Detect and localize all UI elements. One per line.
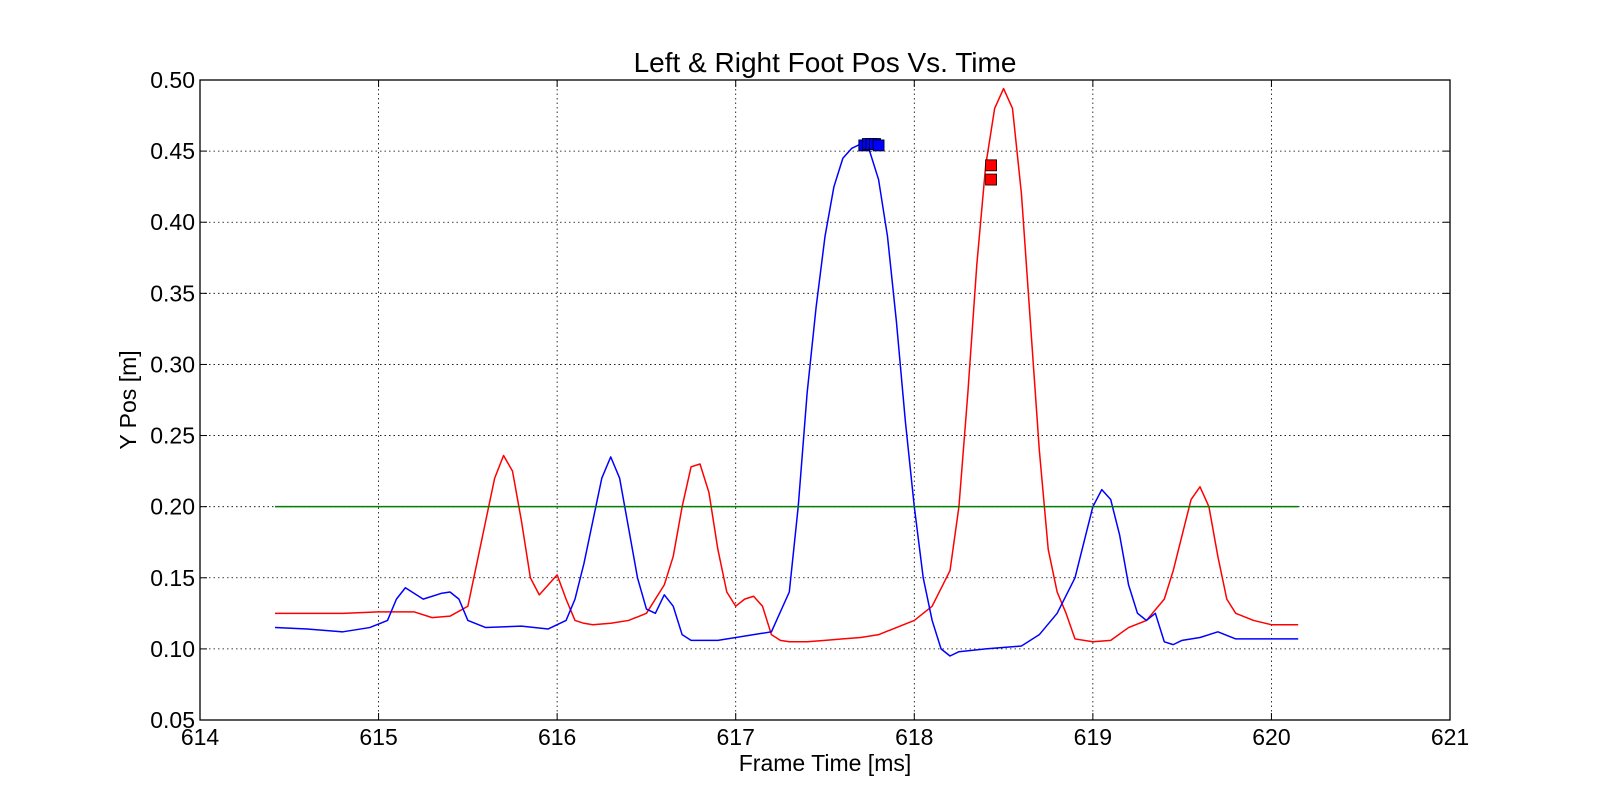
chart-title: Left & Right Foot Pos Vs. Time (634, 47, 1017, 78)
marker-layer (858, 138, 997, 186)
y-tick-label: 0.05 (150, 707, 195, 733)
marker-point (872, 139, 885, 152)
y-tick-label: 0.45 (150, 138, 195, 164)
y-axis-label: Y Pos [m] (115, 350, 141, 449)
y-tick-label: 0.40 (150, 209, 195, 235)
x-axis-label: Frame Time [ms] (739, 750, 912, 776)
series-layer (274, 87, 1299, 657)
x-tick-label: 616 (538, 724, 576, 750)
x-tick-label: 621 (1431, 724, 1469, 750)
series-line-2 (274, 143, 1299, 657)
x-tick-label: 615 (359, 724, 397, 750)
x-tick-label: 618 (895, 724, 933, 750)
y-tick-label: 0.10 (150, 636, 195, 662)
plot-frame (199, 79, 1451, 721)
x-tick-label: 619 (1074, 724, 1112, 750)
x-tick-label: 617 (717, 724, 755, 750)
y-tick-label: 0.15 (150, 565, 195, 591)
y-tick-label: 0.35 (150, 280, 195, 306)
marker-point (985, 173, 997, 186)
ticks (199, 79, 1451, 721)
y-tick-label: 0.30 (150, 351, 195, 377)
x-tick-label: 620 (1252, 724, 1290, 750)
y-tick-label: 0.25 (150, 423, 195, 449)
tick-labels: 614 615 616 617 618 619 620 621 0.05 0.10 0.15 0.20… (150, 67, 1469, 750)
marker-point (985, 159, 997, 172)
y-tick-label: 0.20 (150, 494, 195, 520)
y-tick-label: 0.50 (150, 67, 195, 93)
plot-area (200, 80, 1450, 720)
x-tick-label: 614 (181, 724, 220, 750)
series-line-1 (275, 87, 1299, 643)
